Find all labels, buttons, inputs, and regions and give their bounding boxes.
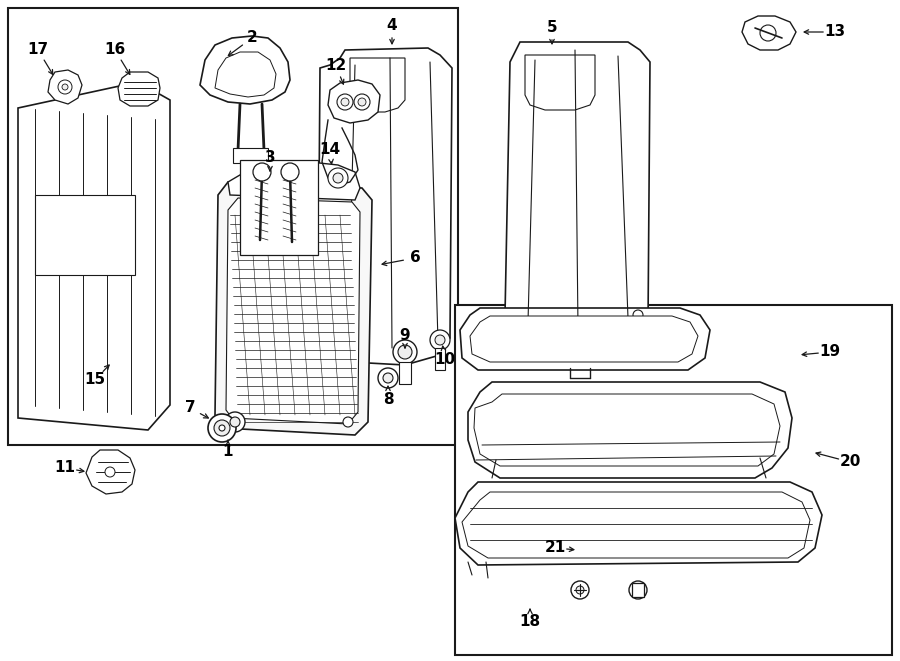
Text: 12: 12: [326, 59, 346, 73]
Polygon shape: [86, 450, 135, 494]
Circle shape: [576, 586, 584, 594]
Polygon shape: [462, 492, 810, 558]
Circle shape: [597, 335, 607, 345]
Circle shape: [333, 173, 343, 183]
Text: 19: 19: [819, 344, 841, 360]
Circle shape: [253, 163, 271, 181]
Bar: [435, 348, 445, 370]
Circle shape: [358, 98, 366, 106]
Text: 10: 10: [435, 352, 455, 368]
Polygon shape: [200, 36, 290, 104]
Circle shape: [571, 581, 589, 599]
Circle shape: [337, 94, 353, 110]
Bar: [8, 8, 458, 445]
Circle shape: [230, 417, 240, 427]
Circle shape: [281, 163, 299, 181]
Polygon shape: [18, 82, 170, 430]
Polygon shape: [470, 316, 698, 362]
Polygon shape: [318, 48, 452, 365]
Bar: [399, 362, 411, 384]
Circle shape: [393, 340, 417, 364]
Circle shape: [398, 345, 412, 359]
Circle shape: [633, 310, 643, 320]
Polygon shape: [118, 72, 160, 106]
Circle shape: [430, 330, 450, 350]
Polygon shape: [525, 55, 595, 110]
Text: 21: 21: [544, 541, 565, 555]
Text: 3: 3: [265, 151, 275, 165]
Polygon shape: [215, 182, 372, 435]
Text: 14: 14: [320, 143, 340, 157]
Text: 15: 15: [85, 373, 105, 387]
Bar: [632, 583, 644, 597]
Polygon shape: [215, 52, 276, 97]
Circle shape: [328, 168, 348, 188]
Text: 17: 17: [27, 42, 49, 58]
Text: 18: 18: [519, 615, 541, 629]
Text: 4: 4: [387, 19, 397, 34]
Circle shape: [214, 420, 230, 436]
Polygon shape: [742, 16, 796, 50]
Polygon shape: [48, 70, 82, 104]
Text: 11: 11: [55, 461, 76, 475]
Bar: [35, 195, 135, 275]
Circle shape: [343, 417, 353, 427]
Text: 8: 8: [382, 393, 393, 407]
Circle shape: [225, 412, 245, 432]
Text: 5: 5: [546, 20, 557, 36]
Bar: [455, 305, 892, 655]
Text: 7: 7: [184, 401, 195, 416]
Bar: [233, 148, 268, 163]
Text: 2: 2: [247, 30, 257, 46]
Polygon shape: [455, 482, 822, 565]
Text: 9: 9: [400, 327, 410, 342]
Circle shape: [760, 25, 776, 41]
Polygon shape: [226, 198, 360, 424]
Text: 1: 1: [223, 444, 233, 459]
Circle shape: [378, 368, 398, 388]
Circle shape: [219, 425, 225, 431]
Circle shape: [62, 84, 68, 90]
Circle shape: [341, 98, 349, 106]
Circle shape: [629, 581, 647, 599]
Polygon shape: [328, 80, 380, 123]
Text: 6: 6: [410, 251, 420, 266]
Text: 20: 20: [840, 455, 860, 469]
Circle shape: [383, 373, 393, 383]
Polygon shape: [460, 308, 710, 370]
Polygon shape: [474, 394, 780, 466]
Text: 16: 16: [104, 42, 126, 58]
Polygon shape: [228, 162, 360, 200]
Circle shape: [105, 467, 115, 477]
Polygon shape: [468, 382, 792, 478]
Bar: [240, 160, 318, 255]
Polygon shape: [505, 42, 650, 345]
Text: 13: 13: [824, 24, 846, 40]
Circle shape: [58, 80, 72, 94]
Circle shape: [435, 335, 445, 345]
Circle shape: [208, 414, 236, 442]
Circle shape: [354, 94, 370, 110]
Polygon shape: [350, 58, 405, 112]
